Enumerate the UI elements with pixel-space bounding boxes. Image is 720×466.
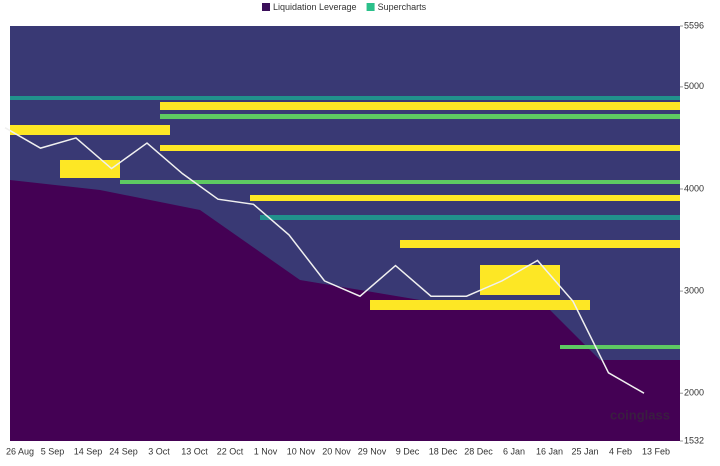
x-tick-label: 25 Jan <box>571 446 598 456</box>
y-tick-label: 1532 <box>684 435 704 445</box>
x-tick-label: 4 Feb <box>609 446 632 456</box>
x-tick-label: 13 Oct <box>181 446 208 456</box>
x-tick-label: 28 Dec <box>464 446 493 456</box>
y-tick-label: 5596 <box>684 20 704 30</box>
heat-band <box>250 195 680 201</box>
x-tick-label: 24 Sep <box>109 446 138 456</box>
x-tick-label: 9 Dec <box>396 446 420 456</box>
legend-swatch <box>366 3 375 11</box>
heat-band <box>560 345 680 349</box>
x-tick-label: 3 Oct <box>148 446 170 456</box>
heat-band <box>120 180 680 184</box>
heat-band <box>160 145 680 151</box>
x-tick-label: 26 Aug <box>6 446 34 456</box>
y-tick-label: 3000 <box>684 285 704 295</box>
heat-band <box>160 102 680 110</box>
y-tick-label: 2000 <box>684 388 704 398</box>
price-line <box>4 127 645 394</box>
y-tick-label: 4000 <box>684 183 704 193</box>
x-tick-label: 14 Sep <box>74 446 103 456</box>
legend-label: Supercharts <box>378 2 427 12</box>
heat-band <box>60 160 120 178</box>
heat-band <box>160 114 680 119</box>
heat-band <box>400 240 680 248</box>
heat-band <box>370 300 590 310</box>
heat-band <box>10 96 680 100</box>
x-tick-label: 29 Nov <box>358 446 387 456</box>
legend-swatch <box>262 3 270 11</box>
x-tick-label: 6 Jan <box>503 446 525 456</box>
x-tick-label: 20 Nov <box>322 446 351 456</box>
y-tick-label: 5000 <box>684 81 704 91</box>
x-tick-label: 1 Nov <box>254 446 278 456</box>
x-tick-label: 13 Feb <box>642 446 670 456</box>
heat-band <box>480 265 560 295</box>
legend-label: Liquidation Leverage <box>273 2 357 12</box>
heat-band <box>10 125 170 135</box>
x-tick-label: 22 Oct <box>217 446 244 456</box>
x-tick-label: 5 Sep <box>41 446 65 456</box>
x-tick-label: 16 Jan <box>536 446 563 456</box>
heat-band <box>260 215 680 220</box>
watermark: coinglass <box>610 407 670 422</box>
x-tick-label: 10 Nov <box>287 446 316 456</box>
x-tick-label: 18 Dec <box>429 446 458 456</box>
